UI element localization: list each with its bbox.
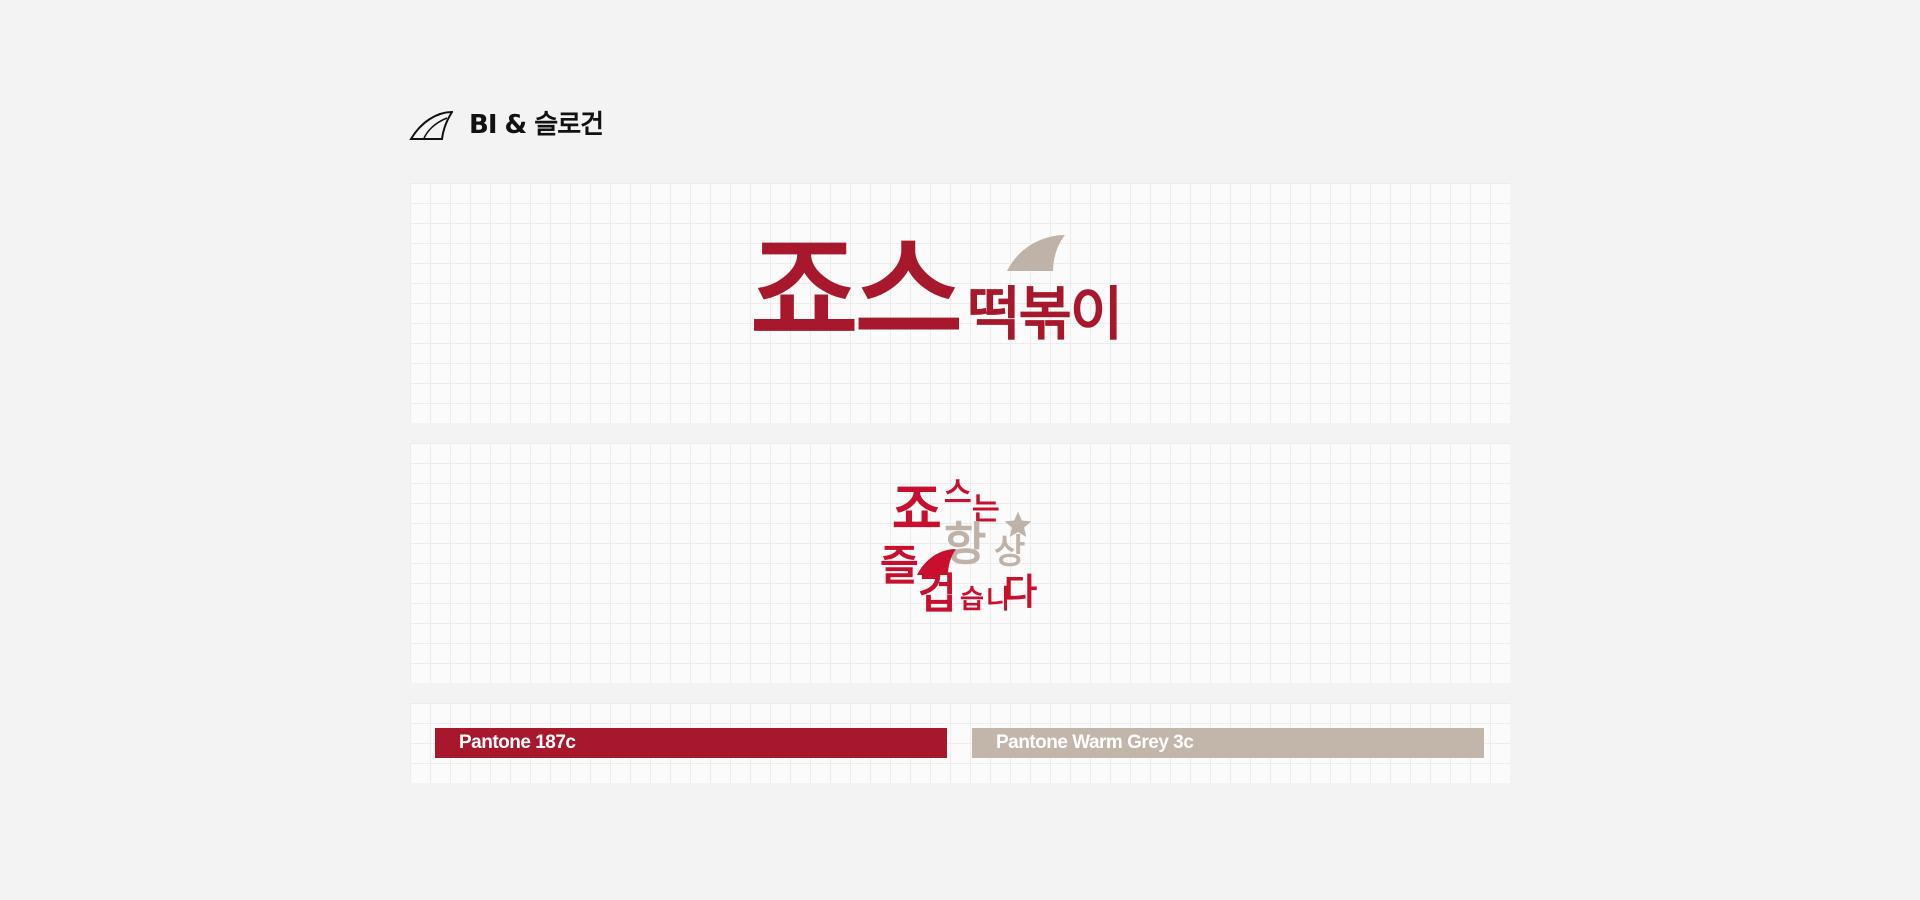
color-swatch-pantone-warm-grey-3c: Pantone Warm Grey 3c <box>972 728 1484 758</box>
slogan-panel: 죠 스 는 항 상 즐 겁 습 니 다 <box>410 443 1510 683</box>
shark-fin-icon <box>409 110 453 140</box>
slogan-glyph: 죠 <box>892 478 942 541</box>
brand-colors-panel: Pantone 187c Pantone Warm Grey 3c <box>410 703 1510 783</box>
color-swatch-label: Pantone Warm Grey 3c <box>996 732 1194 753</box>
slogan-glyph: 상 <box>994 532 1026 572</box>
slogan-glyph: 스 <box>944 476 972 511</box>
star-icon <box>1004 511 1032 537</box>
slogan-glyph: 니 <box>986 585 1010 615</box>
brand-logo: 죠스 떡볶이 <box>750 223 1123 361</box>
slogan-glyph: 겁 <box>918 569 957 618</box>
slogan-glyph: 습 <box>960 585 984 615</box>
section-header: BI & 슬로건 <box>409 108 604 142</box>
shark-fin-icon <box>1007 235 1065 271</box>
slogan-glyph: 는 <box>972 492 1000 527</box>
slogan-glyph: 항 <box>944 517 987 571</box>
slogan-mark: 죠 스 는 항 상 즐 겁 습 니 다 <box>880 478 1050 643</box>
logo-main-text: 죠스 <box>750 223 963 361</box>
shark-fin-icon <box>917 549 956 575</box>
color-swatch-pantone-187c: Pantone 187c <box>435 728 947 758</box>
bi-logo-panel: 죠스 떡볶이 <box>410 183 1510 423</box>
slogan-glyph: 즐 <box>880 541 919 590</box>
logo-sub-text: 떡볶이 <box>967 280 1123 348</box>
color-swatch-label: Pantone 187c <box>459 732 576 753</box>
slogan-glyph: 다 <box>1004 572 1038 613</box>
section-title: BI & 슬로건 <box>469 110 604 140</box>
